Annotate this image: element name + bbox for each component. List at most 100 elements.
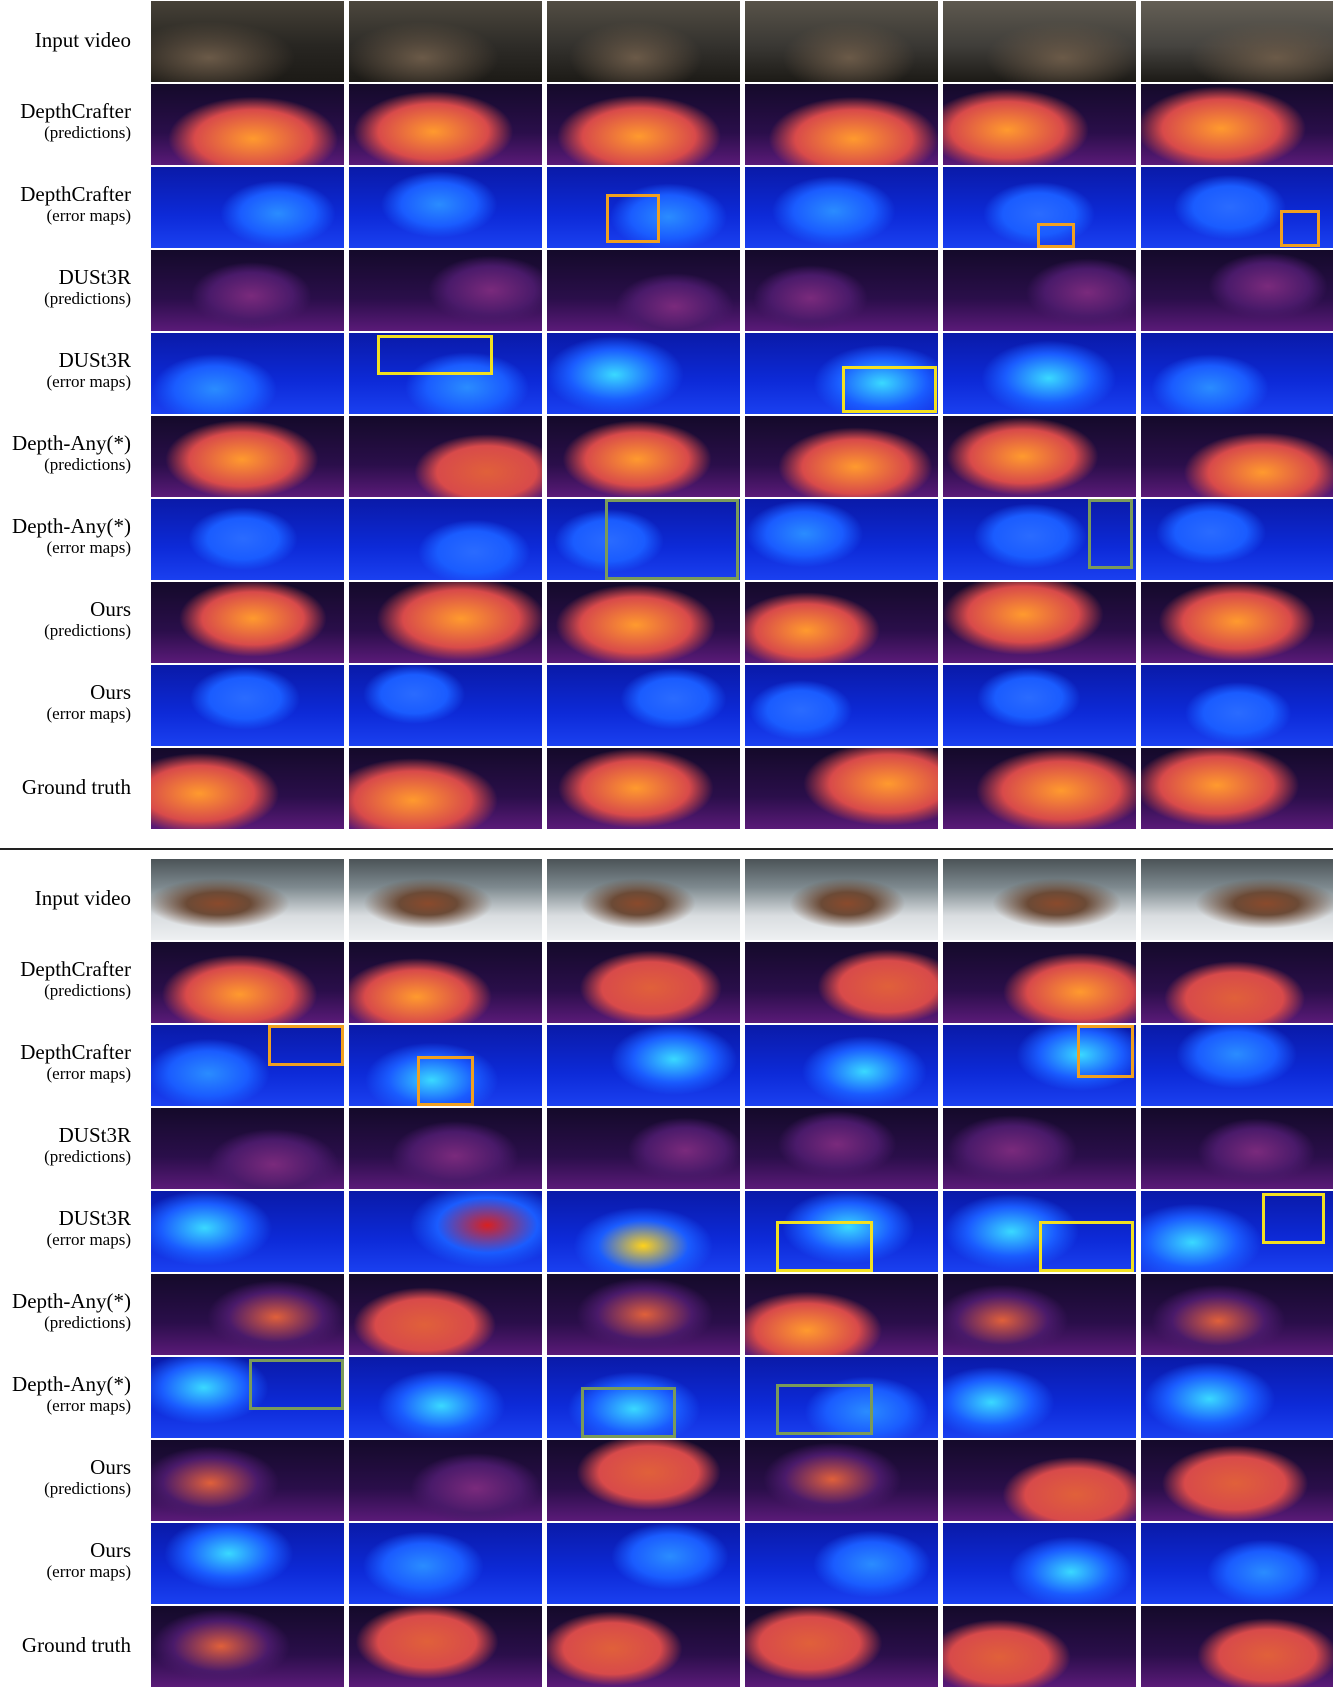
- error-map-frame: [547, 167, 740, 248]
- error-map-frame: [151, 1523, 344, 1604]
- error-map-frame: [151, 1191, 344, 1272]
- input-frame: [151, 1, 344, 82]
- depth-map-frame: [1141, 1108, 1333, 1189]
- row-label: Ground truth: [0, 775, 131, 799]
- depth-map-frame: [943, 582, 1136, 663]
- row-label-method: DUSt3R: [58, 1123, 131, 1147]
- depth-map-frame: [349, 416, 542, 497]
- row-label-method: Ground truth: [21, 1633, 131, 1657]
- depth-map-frame: [151, 942, 344, 1023]
- row-label: Input video: [0, 886, 131, 910]
- row-label: Input video: [0, 28, 131, 52]
- error-map-frame: [745, 167, 938, 248]
- depth-map-frame: [943, 1606, 1136, 1687]
- error-map-frame: [547, 1025, 740, 1106]
- depth-map-frame: [745, 84, 938, 165]
- highlight-box: [581, 1387, 676, 1438]
- row-label: Ours (error maps): [0, 1538, 132, 1582]
- row-label-type: (predictions): [44, 1147, 131, 1167]
- row-label: Depth-Any(*) (error maps): [0, 1372, 131, 1416]
- row-label: Ours (predictions): [0, 1455, 131, 1499]
- row-label-type: (predictions): [44, 621, 131, 641]
- highlight-box: [1039, 1221, 1134, 1272]
- row-label: Depth-Any(*) (predictions): [0, 431, 131, 475]
- depth-map-frame: [349, 1606, 542, 1687]
- error-map-frame: [1141, 1025, 1333, 1106]
- error-map-frame: [745, 1025, 938, 1106]
- row-label: DUSt3R (error maps): [0, 348, 132, 392]
- depth-map-frame: [943, 250, 1136, 331]
- depth-map-frame: [1141, 1274, 1333, 1355]
- depth-map-frame: [349, 1108, 542, 1189]
- row-label: Ours (error maps): [0, 680, 132, 724]
- row-label-type: (error maps): [46, 372, 132, 392]
- row-label-type: (error maps): [46, 538, 132, 558]
- depth-map-frame: [151, 1606, 344, 1687]
- error-map-frame: [547, 1357, 740, 1438]
- depth-map-frame: [745, 1108, 938, 1189]
- row-label-method: Ours: [90, 1455, 131, 1479]
- depth-map-frame: [1141, 748, 1333, 829]
- depth-map-frame: [151, 1274, 344, 1355]
- row-label-method: DepthCrafter: [20, 1040, 131, 1064]
- row-label-method: DUSt3R: [58, 1206, 131, 1230]
- error-map-frame: [151, 1357, 344, 1438]
- error-map-frame: [349, 1191, 542, 1272]
- row-label: Ground truth: [0, 1633, 131, 1657]
- highlight-box: [268, 1025, 344, 1066]
- error-map-frame: [1141, 167, 1333, 248]
- input-frame: [547, 859, 740, 940]
- depth-map-frame: [547, 942, 740, 1023]
- input-frame: [547, 1, 740, 82]
- row-label: Depth-Any(*) (error maps): [0, 514, 131, 558]
- error-map-frame: [1141, 333, 1333, 414]
- depth-map-frame: [151, 250, 344, 331]
- row-label-method: Depth-Any(*): [12, 431, 131, 455]
- depth-map-frame: [151, 1440, 344, 1521]
- depth-map-frame: [547, 84, 740, 165]
- error-map-frame: [745, 333, 938, 414]
- depth-map-frame: [745, 748, 938, 829]
- error-map-frame: [1141, 1191, 1333, 1272]
- row-label-type: (predictions): [44, 455, 131, 475]
- error-map-frame: [1141, 1523, 1333, 1604]
- depth-map-frame: [547, 1606, 740, 1687]
- depth-map-frame: [1141, 250, 1333, 331]
- highlight-box: [776, 1221, 873, 1272]
- depth-map-frame: [943, 748, 1136, 829]
- depth-map-frame: [547, 1440, 740, 1521]
- error-map-frame: [547, 1191, 740, 1272]
- error-map-frame: [349, 665, 542, 746]
- error-map-frame: [547, 333, 740, 414]
- row-label-type: (predictions): [44, 289, 131, 309]
- depth-map-frame: [349, 582, 542, 663]
- depth-map-frame: [349, 84, 542, 165]
- row-label: Ours (predictions): [0, 597, 131, 641]
- row-label-method: DUSt3R: [58, 348, 131, 372]
- highlight-box: [377, 335, 493, 375]
- highlight-box: [842, 366, 937, 413]
- depth-map-frame: [1141, 582, 1333, 663]
- error-map-frame: [1141, 1357, 1333, 1438]
- depth-map-frame: [547, 416, 740, 497]
- input-frame: [349, 859, 542, 940]
- depth-map-frame: [547, 1274, 740, 1355]
- input-frame: [943, 859, 1136, 940]
- error-map-frame: [349, 1357, 542, 1438]
- error-map-frame: [547, 499, 740, 580]
- input-frame: [943, 1, 1136, 82]
- depth-map-frame: [943, 1108, 1136, 1189]
- row-label: DepthCrafter (error maps): [0, 1040, 131, 1084]
- depth-map-frame: [1141, 1440, 1333, 1521]
- row-label-method: Ours: [90, 680, 131, 704]
- row-label: DUSt3R (error maps): [0, 1206, 132, 1250]
- row-label: DepthCrafter (error maps): [0, 182, 131, 226]
- error-map-frame: [745, 499, 938, 580]
- depth-map-frame: [547, 748, 740, 829]
- depth-map-frame: [943, 1274, 1136, 1355]
- row-label: DUSt3R (predictions): [0, 1123, 131, 1167]
- depth-map-frame: [1141, 1606, 1333, 1687]
- row-label-type: (error maps): [46, 1230, 132, 1250]
- error-map-frame: [943, 1025, 1136, 1106]
- depth-map-frame: [151, 582, 344, 663]
